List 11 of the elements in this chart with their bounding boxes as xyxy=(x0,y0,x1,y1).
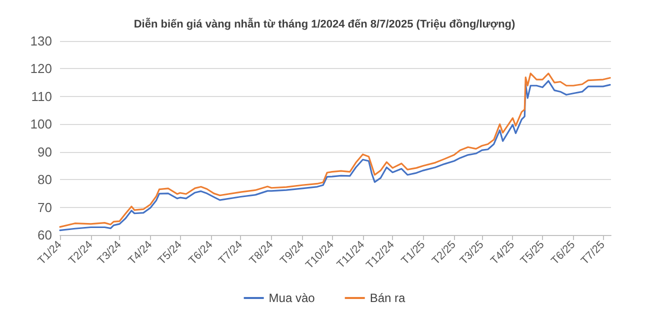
y-tick-label: 120 xyxy=(30,61,52,76)
y-tick-label: 90 xyxy=(38,144,52,160)
legend-label: Bán ra xyxy=(370,291,406,305)
y-tick-label: 80 xyxy=(38,172,52,188)
y-tick-label: 60 xyxy=(38,228,52,242)
legend-label: Mua vào xyxy=(268,291,316,305)
chart-title: Diễn biến giá vàng nhẫn từ tháng 1/2024 đến 8/7/2025 (Triệu đồng/lượng) xyxy=(134,18,516,30)
y-tick-label: 130 xyxy=(30,34,52,48)
y-tick-label: 70 xyxy=(38,200,52,215)
y-tick-label: 110 xyxy=(31,88,52,104)
y-tick-label: 100 xyxy=(30,116,52,132)
